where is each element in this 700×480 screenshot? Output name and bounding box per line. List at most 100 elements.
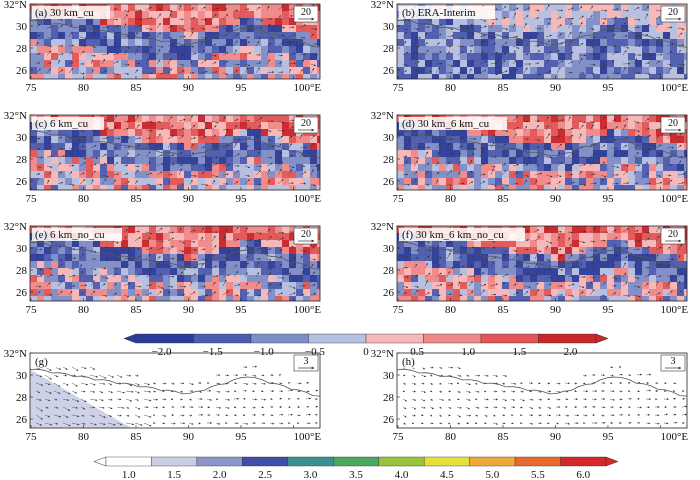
terrain-contour	[30, 241, 320, 270]
panel-e: (e) 6 km_no_cu 20 32°N 30 28 26 75 80 85 90 95 100°…	[4, 221, 322, 316]
colorbar-segment	[250, 333, 309, 344]
x-tick-label: 100°E	[293, 82, 321, 94]
y-tick-label: 32°N	[4, 110, 27, 122]
y-tick-label: 28	[16, 392, 28, 404]
colorbar-segment	[514, 456, 561, 467]
x-tick-label: 95	[235, 304, 247, 316]
panel-c: (c) 6 km_cu 20 32°N 30 28 26 75 80 85 90 95 100°E	[4, 110, 322, 205]
x-tick-label: 85	[497, 193, 509, 205]
reference-vector-label: 20	[301, 7, 311, 18]
panel-title: (g)	[35, 356, 48, 368]
colorbar-tick-label: −1.5	[203, 346, 223, 358]
x-tick-label: 90	[550, 304, 562, 316]
terrain-contour	[30, 19, 320, 48]
x-tick-label: 90	[183, 82, 195, 94]
panel-title: (c) 6 km_cu	[35, 118, 89, 130]
colorbar-tick-label: 2.5	[258, 469, 272, 480]
y-tick-label: 28	[383, 154, 395, 166]
x-tick-label: 85	[130, 82, 142, 94]
colorbar-difference: −2.0 −1.5 −1.0 −0.5 0 0.5 1.0 1.5 2.0	[123, 333, 609, 358]
y-tick-label: 32°N	[371, 110, 394, 122]
reference-vector-label: 3	[304, 356, 309, 367]
y-tick-label: 28	[383, 43, 395, 55]
colorbar-segment	[469, 456, 516, 467]
x-tick-label: 100°E	[660, 193, 688, 205]
y-tick-label: 26	[16, 414, 28, 426]
x-tick-label: 100°E	[660, 82, 688, 94]
x-tick-label: 75	[393, 431, 405, 443]
panel-d: (d) 30 km_6 km_cu 20 32°N 30 28 26 75 80 85 90 95 1…	[371, 110, 689, 205]
colorbar-tick-label: 0.5	[410, 346, 424, 358]
y-tick-label: 26	[383, 176, 395, 188]
x-tick-label: 85	[130, 431, 142, 443]
colorbar-segment	[287, 456, 334, 467]
x-tick-label: 80	[78, 304, 90, 316]
x-tick-label: 90	[550, 82, 562, 94]
y-tick-label: 32°N	[4, 221, 27, 233]
terrain-contour	[397, 19, 687, 48]
colorbar-segment	[423, 456, 470, 467]
x-tick-label: 80	[445, 82, 457, 94]
y-tick-label: 26	[383, 414, 395, 426]
colorbar-tick-label: 5.5	[531, 469, 545, 480]
y-tick-label: 28	[383, 265, 395, 277]
terrain-contour	[30, 130, 320, 159]
y-tick-label: 32°N	[4, 0, 27, 11]
x-tick-label: 75	[26, 193, 38, 205]
x-tick-label: 95	[602, 82, 614, 94]
x-tick-label: 100°E	[293, 304, 321, 316]
colorbar-tick-label: 5.0	[485, 469, 499, 480]
colorbar-tick-label: −1.0	[254, 346, 274, 358]
x-tick-label: 95	[602, 193, 614, 205]
x-tick-label: 75	[26, 431, 38, 443]
x-tick-label: 95	[602, 431, 614, 443]
x-tick-label: 100°E	[660, 431, 688, 443]
x-tick-label: 75	[26, 304, 38, 316]
x-tick-label: 85	[130, 193, 142, 205]
panel-g: (g) 3 32°N 30 28 26 75 80 85 90 95 100°E	[4, 348, 322, 443]
reference-vector-label: 20	[301, 118, 311, 129]
terrain-contour	[30, 368, 320, 397]
colorbar-segment	[560, 456, 607, 467]
y-tick-label: 32°N	[371, 0, 394, 11]
colorbar-segment	[480, 333, 539, 344]
x-tick-label: 85	[497, 431, 509, 443]
y-tick-label: 30	[383, 21, 395, 33]
terrain-contour	[397, 130, 687, 159]
x-tick-label: 75	[393, 304, 405, 316]
reference-vector-label: 20	[668, 118, 678, 129]
x-tick-label: 85	[130, 304, 142, 316]
panel-title: (a) 30 km_cu	[35, 7, 94, 19]
colorbar-magnitude: 1.0 1.5 2.0 2.5 3.0 3.5 4.0 4.5 5.0 5.5 6.0	[93, 456, 619, 480]
x-tick-label: 80	[78, 82, 90, 94]
x-tick-label: 100°E	[660, 304, 688, 316]
colorbar-segment	[242, 456, 289, 467]
y-tick-label: 32°N	[371, 221, 394, 233]
y-tick-label: 30	[16, 21, 28, 33]
x-tick-label: 100°E	[293, 193, 321, 205]
y-tick-label: 28	[16, 43, 28, 55]
x-tick-label: 80	[78, 431, 90, 443]
x-tick-label: 90	[183, 193, 195, 205]
x-tick-label: 90	[550, 431, 562, 443]
y-tick-label: 30	[16, 243, 28, 255]
reference-vector-label: 3	[671, 356, 676, 367]
x-tick-label: 80	[445, 431, 457, 443]
x-tick-label: 85	[497, 304, 509, 316]
colorbar-tick-label: 2.0	[213, 469, 227, 480]
colorbar-tick-label: 4.5	[440, 469, 454, 480]
y-tick-label: 28	[16, 154, 28, 166]
y-tick-label: 26	[16, 176, 28, 188]
colorbar-segment	[196, 456, 243, 467]
terrain-contour	[397, 241, 687, 270]
y-tick-label: 30	[16, 370, 28, 382]
y-tick-label: 30	[383, 370, 395, 382]
panel-a: (a) 30 km_cu 20 32°N 30 28 26 75 80 85 90 95 100°E	[4, 0, 322, 94]
x-tick-label: 95	[602, 304, 614, 316]
colorbar-tick-label: 1.0	[461, 346, 475, 358]
reference-vector-label: 20	[301, 229, 311, 240]
reference-vector-label: 20	[668, 7, 678, 18]
panel-title: (e) 6 km_no_cu	[35, 229, 105, 241]
x-tick-label: 90	[550, 193, 562, 205]
colorbar-tick-label: −2.0	[152, 346, 172, 358]
